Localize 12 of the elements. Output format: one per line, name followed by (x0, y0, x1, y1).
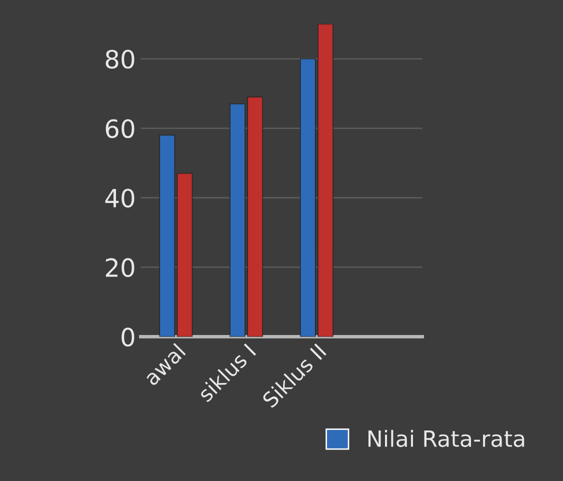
bar (300, 58, 316, 337)
y-tick-label: 60 (106, 119, 134, 138)
y-tick-label: 20 (106, 258, 134, 278)
y-tick-label: 80 (106, 50, 134, 69)
bar (230, 104, 246, 337)
y-tick-label: 40 (105, 188, 134, 208)
bar (176, 173, 193, 337)
bar (318, 24, 334, 337)
y-tick-label: 0 (122, 328, 134, 347)
bar (159, 134, 175, 337)
legend-label: Nilai Rata-rata (368, 430, 524, 448)
bar (247, 96, 263, 337)
